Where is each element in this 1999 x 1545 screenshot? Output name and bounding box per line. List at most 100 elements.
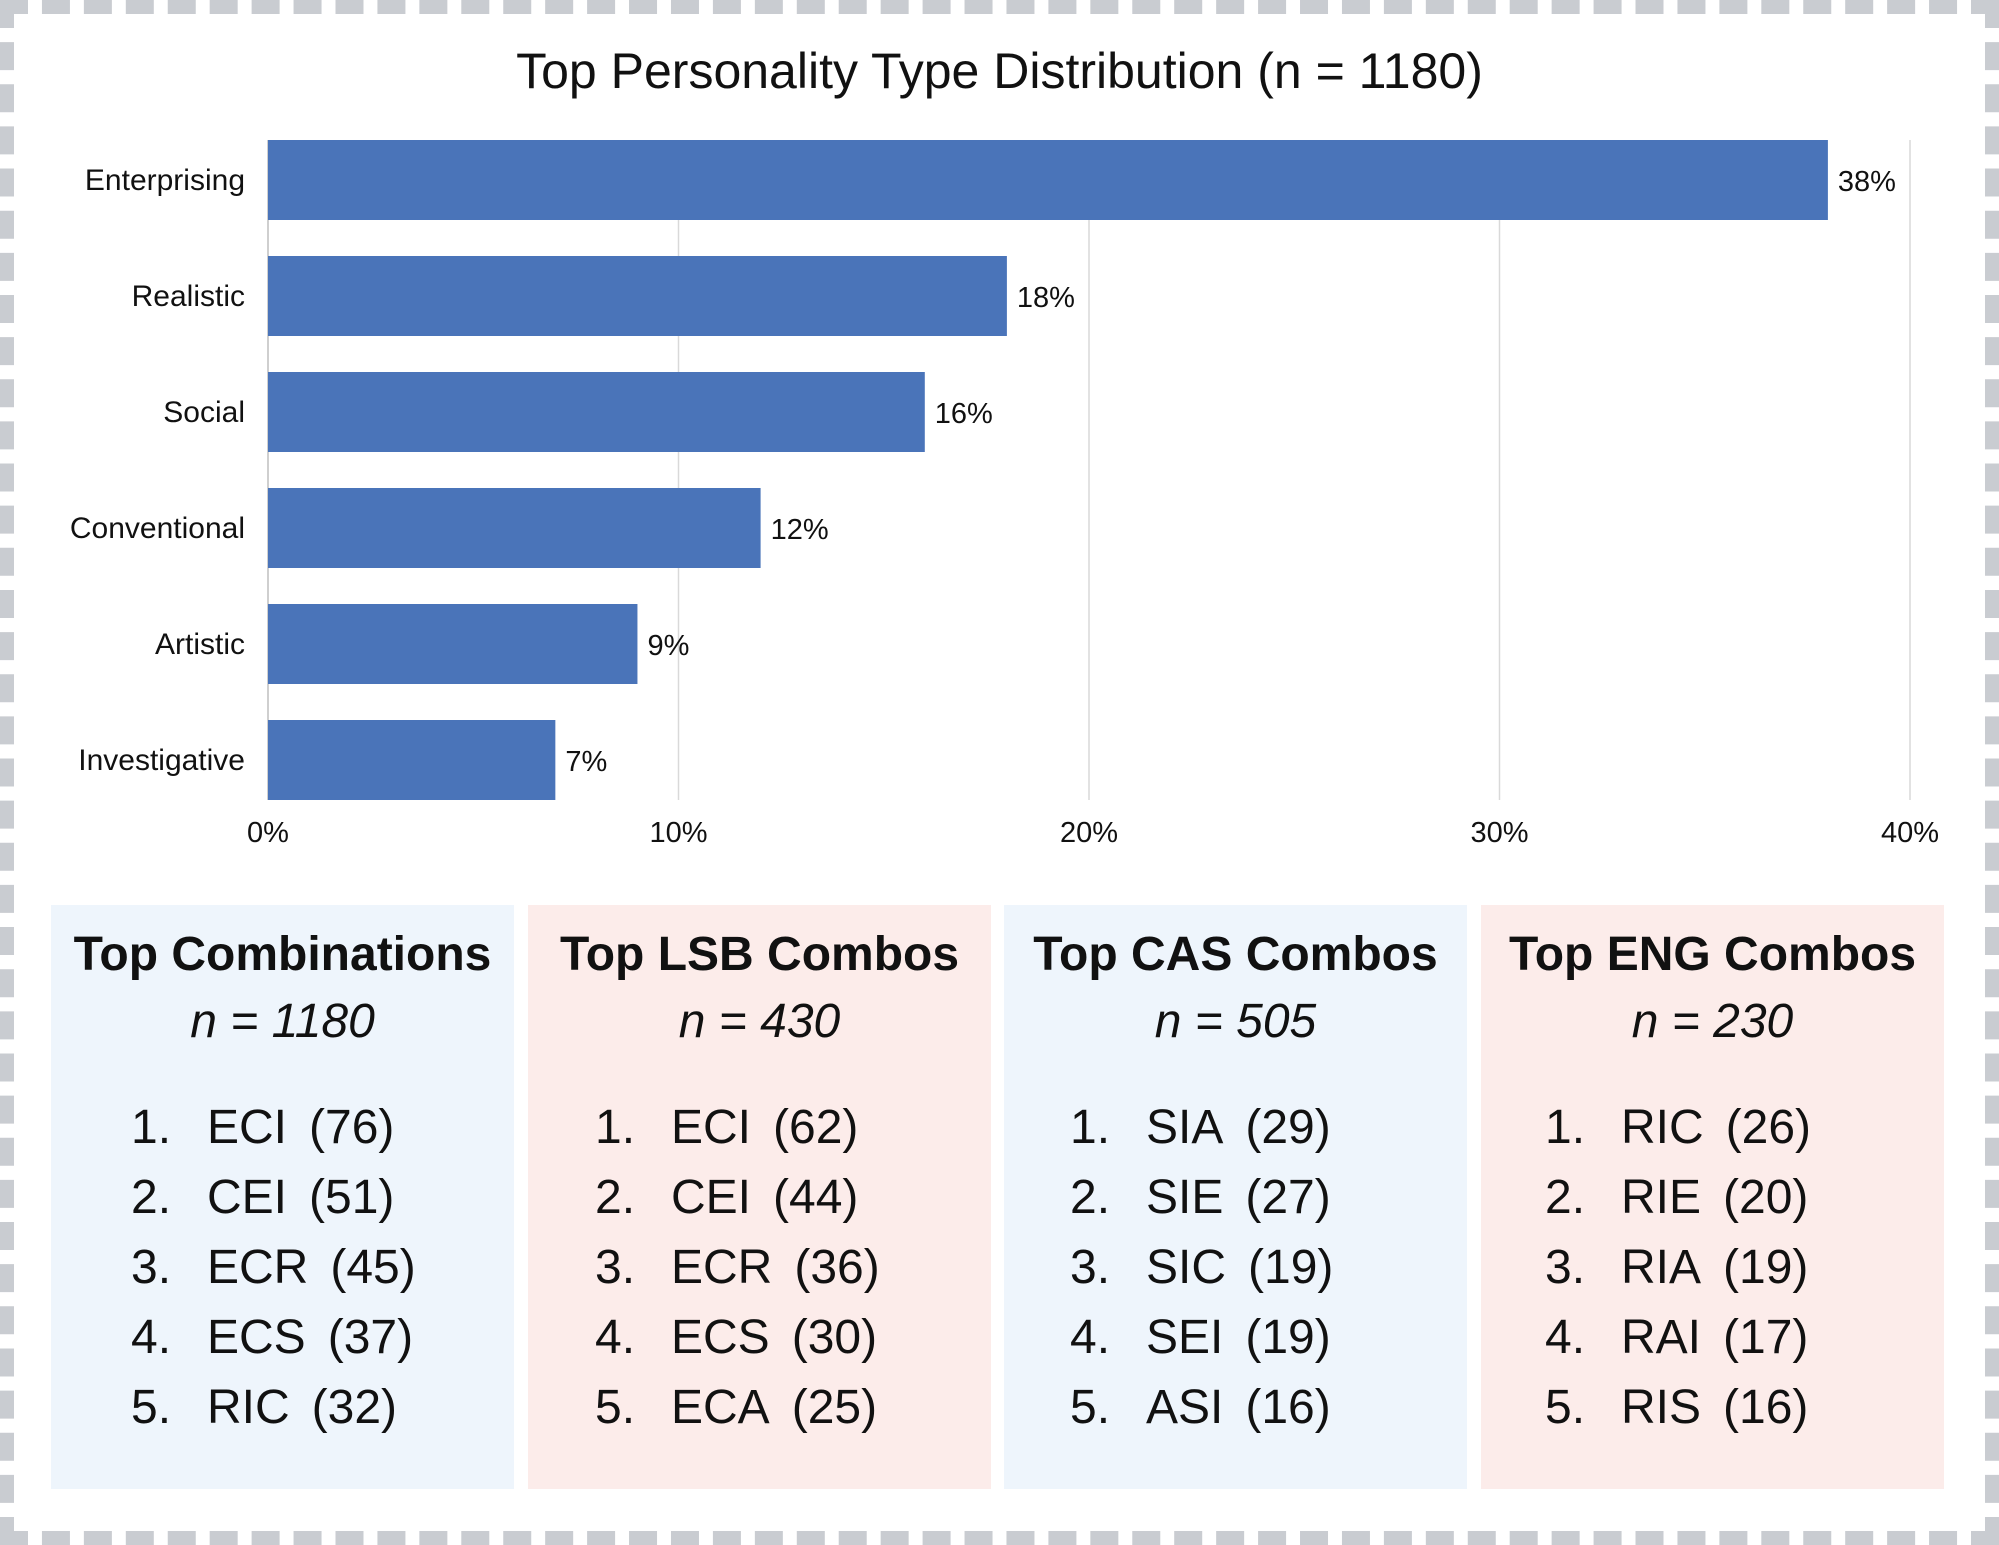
data-label: 38% <box>1838 166 1896 198</box>
list-rank: 5. <box>131 1381 172 1434</box>
list-count: (17) <box>1723 1311 1809 1364</box>
list-count: (36) <box>794 1241 880 1294</box>
list-code: ASI <box>1146 1381 1224 1434</box>
list-item: 4. ECS (37) <box>131 1303 514 1373</box>
panel-sample-size: n = 230 <box>1631 995 1794 1048</box>
list-code: SEI <box>1146 1311 1224 1364</box>
bar-chart: 0% 10% 20% 30% 40% Enterprising 38% Realistic 18… <box>70 140 1939 849</box>
data-label: 7% <box>565 746 607 778</box>
list-count: (19) <box>1245 1311 1331 1364</box>
category-label: Artistic <box>155 628 245 661</box>
list-code: RIC <box>207 1381 290 1434</box>
panel-sample-size: n = 505 <box>1154 995 1317 1048</box>
list-rank: 4. <box>1070 1311 1111 1364</box>
list-rank: 1. <box>1070 1101 1111 1154</box>
list-code: ECA <box>671 1381 770 1434</box>
list-item: 1. RIC (26) <box>1545 1093 1944 1163</box>
list-code: SIC <box>1146 1241 1227 1294</box>
panel-list: 1. ECI (62) 2. CEI (44) 3. ECR (36) 4. ECS (30) … <box>528 1093 991 1443</box>
panel-top-eng-combos: Top ENG Combos n = 230 1. RIC (26) 2. RIE (2… <box>1481 905 1944 1489</box>
data-label: 12% <box>771 514 829 546</box>
x-tick-label: 20% <box>1060 817 1118 849</box>
list-item: 4. SEI (19) <box>1070 1303 1467 1373</box>
panel-sample-size: n = 430 <box>678 995 841 1048</box>
list-count: (20) <box>1723 1171 1809 1224</box>
category-label: Social <box>163 396 245 429</box>
list-count: (25) <box>791 1381 878 1434</box>
panel-top-lsb-combos: Top LSB Combos n = 430 1. ECI (62) 2. CEI (4… <box>528 905 991 1489</box>
panel-title: Top ENG Combos <box>1508 928 1917 981</box>
list-rank: 5. <box>1070 1381 1111 1434</box>
list-count: (37) <box>327 1311 414 1364</box>
x-tick-label: 10% <box>649 817 707 849</box>
x-tick-label: 0% <box>247 817 289 849</box>
list-item: 3. ECR (45) <box>131 1233 514 1303</box>
x-tick-label: 30% <box>1470 817 1528 849</box>
list-item: 2. SIE (27) <box>1070 1163 1467 1233</box>
list-count: (26) <box>1725 1101 1812 1154</box>
list-item: 3. RIA (19) <box>1545 1233 1944 1303</box>
data-label: 18% <box>1017 282 1075 314</box>
list-item: 5. ASI (16) <box>1070 1373 1467 1443</box>
list-rank: 4. <box>131 1311 172 1364</box>
list-count: (19) <box>1248 1241 1334 1294</box>
list-item: 2. CEI (44) <box>595 1163 991 1233</box>
list-rank: 1. <box>595 1101 636 1154</box>
list-code: SIA <box>1146 1101 1224 1154</box>
x-tick-label: 40% <box>1881 817 1939 849</box>
panel-top-cas-combos: Top CAS Combos n = 505 1. SIA (29) 2. SIE (2… <box>1004 905 1467 1489</box>
list-item: 4. ECS (30) <box>595 1303 991 1373</box>
list-rank: 2. <box>1070 1171 1111 1224</box>
list-count: (62) <box>773 1101 859 1154</box>
list-item: 5. RIC (32) <box>131 1373 514 1443</box>
list-rank: 3. <box>595 1241 636 1294</box>
list-rank: 3. <box>1070 1241 1111 1294</box>
panel-sample-size: n = 1180 <box>190 995 375 1048</box>
list-count: (32) <box>311 1381 398 1434</box>
category-label: Investigative <box>78 744 245 777</box>
list-rank: 2. <box>131 1171 172 1224</box>
list-item: 1. ECI (76) <box>131 1093 514 1163</box>
category-label: Enterprising <box>85 164 245 197</box>
panel-list: 1. ECI (76) 2. CEI (51) 3. ECR (45) 4. ECS (37) … <box>51 1093 514 1443</box>
list-code: ECI <box>207 1101 288 1154</box>
list-code: RIE <box>1621 1171 1702 1224</box>
list-code: CEI <box>207 1171 288 1224</box>
bar <box>268 372 925 452</box>
list-count: (19) <box>1723 1241 1809 1294</box>
category-label: Conventional <box>70 512 245 545</box>
list-code: ECR <box>207 1241 309 1294</box>
chart-title: Top Personality Type Distribution (n = 1… <box>516 43 1483 99</box>
data-label: 16% <box>935 398 993 430</box>
list-rank: 2. <box>595 1171 636 1224</box>
list-count: (16) <box>1245 1381 1331 1434</box>
list-count: (76) <box>309 1101 395 1154</box>
list-item: 2. RIE (20) <box>1545 1163 1944 1233</box>
list-rank: 1. <box>131 1101 172 1154</box>
list-rank: 5. <box>1545 1381 1586 1434</box>
list-item: 5. ECA (25) <box>595 1373 991 1443</box>
list-item: 3. ECR (36) <box>595 1233 991 1303</box>
list-count: (16) <box>1723 1381 1809 1434</box>
list-rank: 3. <box>131 1241 172 1294</box>
list-rank: 4. <box>595 1311 636 1364</box>
list-item: 5. RIS (16) <box>1545 1373 1944 1443</box>
list-item: 3. SIC (19) <box>1070 1233 1467 1303</box>
panel-title: Top LSB Combos <box>559 928 960 981</box>
panel-title: Top CAS Combos <box>1033 928 1438 981</box>
list-item: 4. RAI (17) <box>1545 1303 1944 1373</box>
list-code: ECR <box>671 1241 773 1294</box>
panel-list: 1. SIA (29) 2. SIE (27) 3. SIC (19) 4. SEI (19) … <box>1004 1093 1467 1443</box>
list-code: ECS <box>671 1311 770 1364</box>
list-count: (27) <box>1245 1171 1331 1224</box>
bar <box>268 140 1828 220</box>
list-rank: 2. <box>1545 1171 1586 1224</box>
bar <box>268 488 761 568</box>
bar <box>268 720 556 800</box>
list-code: RIC <box>1621 1101 1704 1154</box>
list-rank: 1. <box>1545 1101 1586 1154</box>
list-count: (45) <box>330 1241 416 1294</box>
list-code: ECS <box>207 1311 306 1364</box>
list-item: 1. SIA (29) <box>1070 1093 1467 1163</box>
